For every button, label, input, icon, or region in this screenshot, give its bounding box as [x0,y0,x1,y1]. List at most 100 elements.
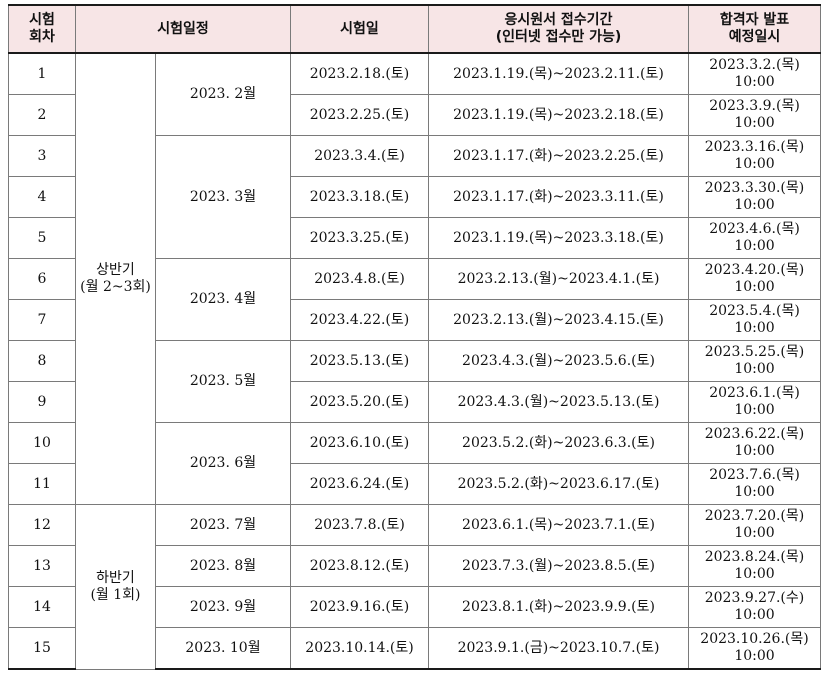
exam-schedule-table: 시험 회차 시험일정 시험일 응시원서 접수기간 (인터넷 접수만 가능) 합격… [8,4,821,670]
table-row: 9 2023.5.20.(토) 2023.4.3.(월)~2023.5.13.(… [8,381,821,423]
round-number: 7 [8,299,76,341]
month-aug: 2023. 8월 [155,545,291,587]
result-time: 10:00 [734,115,775,131]
result-date: 2023.8.24.(목) [704,549,805,565]
exam-date: 2023.5.20.(토) [290,381,429,423]
result-date: 2023.4.20.(목) [704,262,805,278]
result-datetime: 2023.3.9.(목) 10:00 [688,94,821,136]
result-time: 10:00 [734,484,775,500]
exam-date: 2023.2.18.(토) [290,52,429,95]
round-number: 11 [8,463,76,505]
result-datetime: 2023.5.4.(목) 10:00 [688,299,821,341]
month-jun: 2023. 6월 [155,422,291,505]
header-result-announcement: 합격자 발표 예정일시 [688,4,821,54]
result-time: 10:00 [734,648,775,664]
month-jul: 2023. 7월 [155,504,291,546]
result-date: 2023.9.27.(수) [704,590,805,606]
header-apply-line1: 응시원서 접수기간 [504,12,613,28]
result-time: 10:00 [734,279,775,295]
application-period: 2023.1.17.(화)~2023.2.25.(토) [428,135,689,177]
exam-date: 2023.6.10.(토) [290,422,429,464]
result-datetime: 2023.4.6.(목) 10:00 [688,217,821,259]
application-period: 2023.5.2.(화)~2023.6.17.(토) [428,463,689,505]
exam-date: 2023.4.22.(토) [290,299,429,341]
half-first-label: 상반기 [96,262,135,278]
half-first-note: (월 2~3회) [80,279,151,295]
table-row: 8 2023. 5월 2023.5.13.(토) 2023.4.3.(월)~20… [8,340,821,423]
result-datetime: 2023.8.24.(목) 10:00 [688,545,821,587]
result-datetime: 2023.3.16.(목) 10:00 [688,135,821,177]
round-number: 10 [8,422,76,464]
result-time: 10:00 [734,74,775,90]
exam-date: 2023.3.25.(토) [290,217,429,259]
application-period: 2023.1.19.(목)~2023.2.18.(토) [428,94,689,136]
table-row: 7 2023.4.22.(토) 2023.2.13.(월)~2023.4.15.… [8,299,821,341]
month-feb: 2023. 2월 [155,52,291,136]
table-row: 5 2023.3.25.(토) 2023.1.19.(목)~2023.3.18.… [8,217,821,259]
round-number: 8 [8,340,76,382]
result-time: 10:00 [734,525,775,541]
result-datetime: 2023.5.25.(목) 10:00 [688,340,821,382]
table-row: 6 2023. 4월 2023.4.8.(토) 2023.2.13.(월)~20… [8,258,821,341]
exam-date: 2023.4.8.(토) [290,258,429,300]
month-apr: 2023. 4월 [155,258,291,341]
round-number: 9 [8,381,76,423]
result-datetime: 2023.7.20.(목) 10:00 [688,504,821,546]
header-round-line1: 시험 [29,12,55,28]
application-period: 2023.6.1.(목)~2023.7.1.(토) [428,504,689,546]
application-period: 2023.7.3.(월)~2023.8.5.(토) [428,545,689,587]
month-sep: 2023. 9월 [155,586,291,628]
application-period: 2023.9.1.(금)~2023.10.7.(토) [428,627,689,670]
result-time: 10:00 [734,156,775,172]
month-oct: 2023. 10월 [155,627,291,670]
result-datetime: 2023.3.30.(목) 10:00 [688,176,821,218]
result-datetime: 2023.6.22.(목) 10:00 [688,422,821,464]
table-row: 2 2023.2.25.(토) 2023.1.19.(목)~2023.2.18.… [8,94,821,136]
month-mar: 2023. 3월 [155,135,291,259]
application-period: 2023.1.19.(목)~2023.3.18.(토) [428,217,689,259]
exam-date: 2023.3.18.(토) [290,176,429,218]
application-period: 2023.4.3.(월)~2023.5.13.(토) [428,381,689,423]
result-time: 10:00 [734,443,775,459]
result-date: 2023.3.2.(목) [709,57,800,73]
exam-date: 2023.7.8.(토) [290,504,429,546]
application-period: 2023.2.13.(월)~2023.4.1.(토) [428,258,689,300]
header-apply-line2: (인터넷 접수만 가능) [495,29,622,45]
header-round-line2: 회차 [29,29,55,45]
half-second-note: (월 1회) [90,586,141,603]
result-time: 10:00 [734,402,775,418]
half-first: 상반기 (월 2~3회) [75,52,156,505]
application-period: 2023.8.1.(화)~2023.9.9.(토) [428,586,689,628]
result-datetime: 2023.9.27.(수) 10:00 [688,586,821,628]
result-date: 2023.3.9.(목) [709,98,800,114]
result-time: 10:00 [734,361,775,377]
application-period: 2023.4.3.(월)~2023.5.6.(토) [428,340,689,382]
result-datetime: 2023.10.26.(목) 10:00 [688,627,821,670]
table-row: 13 2023. 8월 2023.8.12.(토) 2023.7.3.(월)~2… [8,545,821,587]
round-number: 1 [8,52,76,95]
exam-date: 2023.6.24.(토) [290,463,429,505]
round-number: 2 [8,94,76,136]
result-date: 2023.4.6.(목) [709,221,800,237]
table-row: 15 2023. 10월 2023.10.14.(토) 2023.9.1.(금)… [8,627,821,670]
result-date: 2023.6.1.(목) [709,385,800,401]
exam-date: 2023.2.25.(토) [290,94,429,136]
round-number: 4 [8,176,76,218]
result-datetime: 2023.6.1.(목) 10:00 [688,381,821,423]
exam-date: 2023.5.13.(토) [290,340,429,382]
header-application-period: 응시원서 접수기간 (인터넷 접수만 가능) [428,4,689,54]
exam-date: 2023.10.14.(토) [290,627,429,670]
table-row: 14 2023. 9월 2023.9.16.(토) 2023.8.1.(화)~2… [8,586,821,628]
half-second-label: 하반기 [96,569,135,586]
round-number: 5 [8,217,76,259]
exam-date: 2023.8.12.(토) [290,545,429,587]
result-date: 2023.6.22.(목) [704,426,805,442]
result-datetime: 2023.3.2.(목) 10:00 [688,52,821,95]
table-header: 시험 회차 시험일정 시험일 응시원서 접수기간 (인터넷 접수만 가능) 합격… [8,4,821,54]
result-date: 2023.5.25.(목) [704,344,805,360]
header-result-line1: 합격자 발표 [719,12,790,28]
result-time: 10:00 [734,197,775,213]
result-time: 10:00 [734,607,775,623]
table-row: 10 2023. 6월 2023.6.10.(토) 2023.5.2.(화)~2… [8,422,821,505]
application-period: 2023.2.13.(월)~2023.4.15.(토) [428,299,689,341]
